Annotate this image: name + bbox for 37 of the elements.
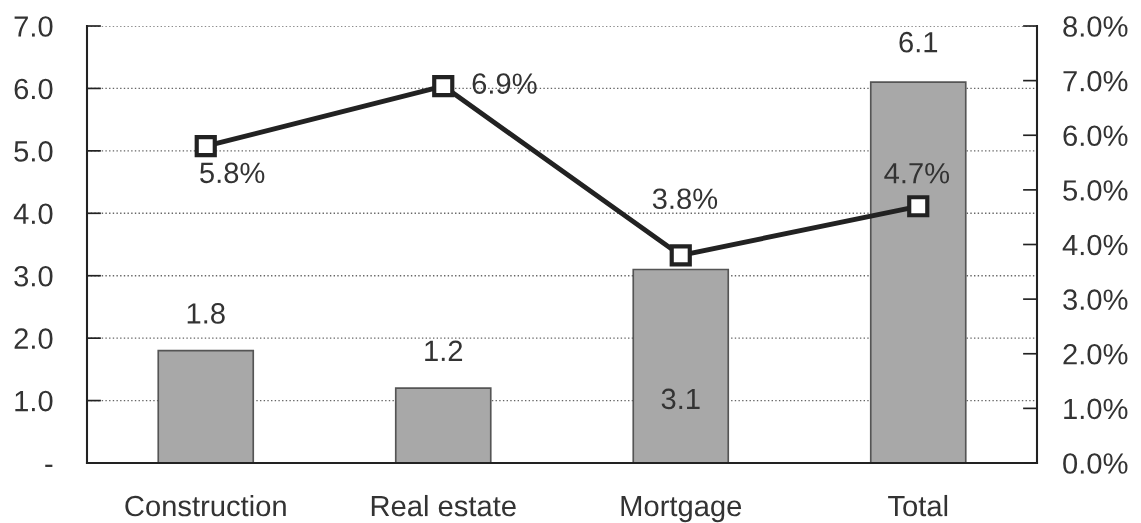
- y2-tick-label: 4.0%: [1062, 234, 1128, 256]
- point: [907, 195, 930, 218]
- y2-tick-label: 1.0%: [1064, 398, 1128, 420]
- point: [669, 244, 692, 267]
- y-tick-label: 4.0: [13, 203, 53, 225]
- x-tick-label: Mortgage: [621, 496, 742, 523]
- data-label: 4.7%: [884, 163, 950, 184]
- x-tick-label: Construction: [125, 494, 286, 517]
- data-label: 1.2: [425, 340, 463, 361]
- x-tick-label: Total: [888, 494, 948, 517]
- y-tick-label: 7.0: [14, 16, 53, 37]
- data-label: 6.9%: [472, 73, 537, 94]
- bar: [157, 349, 255, 463]
- y-tick-label: 2.0: [14, 328, 53, 349]
- y2-tick-label: 5.0%: [1063, 180, 1128, 201]
- point: [432, 74, 455, 98]
- bar: [869, 81, 967, 463]
- y-tick-label: 1.0: [15, 390, 53, 412]
- y-tick-label: 3.0: [14, 265, 53, 287]
- y2-tick-label: 3.0%: [1063, 289, 1128, 310]
- y-tick-label: -: [45, 464, 53, 467]
- data-label: 6.1: [899, 31, 938, 53]
- y2-tick-label: 2.0%: [1063, 343, 1128, 365]
- y2-tick-label: 8.0%: [1063, 16, 1128, 37]
- y-tick-label: 6.0: [14, 78, 53, 100]
- data-label: 3.8%: [652, 188, 718, 210]
- point: [194, 135, 217, 158]
- x-tick-label: Real estate: [371, 494, 516, 517]
- y-tick-label: 5.0: [14, 141, 53, 162]
- data-label: 5.8%: [200, 162, 265, 184]
- bar: [394, 387, 492, 463]
- y2-tick-label: 6.0%: [1063, 125, 1128, 147]
- y2-tick-label: 0.0%: [1063, 453, 1128, 474]
- bar: [632, 268, 730, 463]
- data-label: 3.1: [661, 388, 700, 410]
- data-label: 1.8: [187, 303, 225, 324]
- y2-tick-label: 7.0%: [1063, 70, 1128, 92]
